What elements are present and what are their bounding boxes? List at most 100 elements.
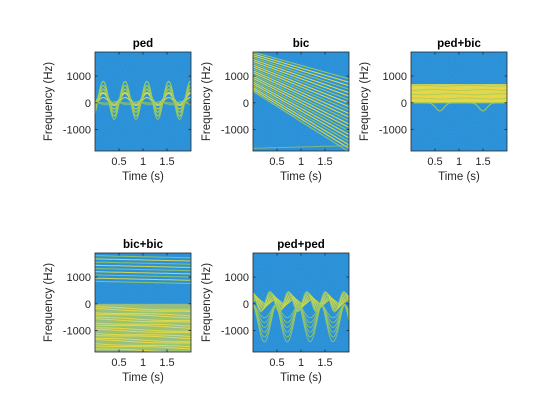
signal-trace (253, 75, 349, 125)
signal-trace (411, 84, 507, 87)
spectrogram-image (411, 52, 507, 151)
signal-trace (95, 307, 191, 313)
panel-ped: 0.5 1 1.5 1000 0 -1000 ped Time (s) Frequency (H… (43, 38, 192, 183)
y-tick-label: 0 (401, 98, 407, 110)
signal-trace (253, 64, 349, 104)
x-axis-label: Time (s) (122, 372, 164, 384)
signal-trace (95, 280, 191, 284)
signal-trace (253, 83, 349, 139)
y-tick-label: 1000 (383, 71, 407, 83)
signal-trace (95, 316, 191, 322)
signal-trace (253, 89, 349, 149)
signal-trace (95, 327, 191, 332)
signal-trace (95, 320, 191, 325)
signal-trace (95, 328, 191, 333)
signal-trace (95, 258, 191, 262)
panel-title: ped+bic (437, 38, 481, 50)
spectrogram-image (95, 52, 191, 151)
y-tick-label: -1000 (221, 326, 249, 338)
x-tick-label: 0.5 (111, 156, 126, 168)
signal-trace (95, 322, 191, 327)
signal-trace (95, 268, 191, 272)
signal-trace (95, 345, 191, 350)
x-tick-label: 0.5 (111, 357, 126, 369)
signal-trace (95, 343, 191, 348)
signal-trace (95, 335, 191, 340)
spectrogram-image (253, 253, 349, 352)
signal-trace (253, 290, 349, 313)
spectrogram-image (95, 253, 191, 352)
y-axis-label: Frequency (Hz) (201, 62, 213, 141)
panel-ped-plus-bic: 0.5 1 1.5 1000 0 -1000 ped+bic Time (s) Frequenc… (359, 38, 508, 183)
signal-trace (95, 347, 191, 352)
y-tick-label: 0 (243, 98, 249, 110)
x-tick-label: 0.5 (269, 357, 284, 369)
panel-ped-plus-ped: 0.5 1 1.5 1000 0 -1000 ped+ped Time (s) Frequenc… (201, 239, 350, 384)
signal-band (411, 84, 507, 103)
x-tick-label: 1.5 (317, 357, 332, 369)
x-tick-label: 1 (298, 156, 304, 168)
signal-trace (95, 304, 191, 310)
signal-trace (95, 306, 191, 311)
signal-trace (95, 274, 191, 278)
y-tick-label: -1000 (221, 125, 249, 137)
signal-trace (95, 324, 191, 329)
y-tick-label: 0 (85, 299, 91, 311)
signal-trace (95, 337, 191, 343)
signal-trace (95, 314, 191, 319)
signal-trace (253, 60, 349, 97)
signal-trace (95, 277, 191, 281)
signal-trace (253, 66, 349, 108)
signal-trace (95, 255, 191, 259)
signal-trace (95, 332, 191, 337)
x-tick-label: 0.5 (269, 156, 284, 168)
panel-title: ped (133, 38, 153, 50)
signal-trace (253, 79, 349, 132)
signal-trace (411, 93, 507, 96)
x-tick-label: 1.5 (317, 156, 332, 168)
signal-trace (253, 58, 349, 94)
signal-trace (253, 81, 349, 135)
x-tick-label: 1 (140, 357, 146, 369)
y-tick-label: -1000 (63, 326, 91, 338)
signal-trace (95, 310, 191, 315)
signal-trace (253, 87, 349, 146)
signal-trace (253, 53, 349, 83)
x-tick-label: 0.5 (427, 156, 442, 168)
y-tick-label: 1000 (67, 71, 91, 83)
x-tick-label: 1 (456, 156, 462, 168)
y-tick-label: 0 (243, 299, 249, 311)
panel-bic: 0.5 1 1.5 1000 0 -1000 bic Time (s) Frequency (H… (201, 38, 350, 183)
y-tick-label: -1000 (63, 125, 91, 137)
signal-trace (95, 339, 191, 344)
y-tick-label: 1000 (225, 71, 249, 83)
signal-trace (253, 85, 349, 142)
y-tick-label: 0 (85, 98, 91, 110)
y-tick-label: -1000 (379, 125, 407, 137)
y-axis-label: Frequency (Hz) (359, 62, 371, 141)
signal-trace (95, 100, 191, 106)
signal-trace (253, 72, 349, 118)
signal-trace (253, 70, 349, 115)
signal-trace (253, 303, 349, 343)
signal-trace (95, 318, 191, 323)
signal-trace (411, 97, 507, 100)
signal-trace (95, 336, 191, 341)
panel-bic-plus-bic: 0.5 1 1.5 1000 0 -1000 bic+bic Time (s) Frequenc… (43, 239, 192, 384)
signal-trace (411, 86, 507, 89)
signal-trace (411, 99, 507, 102)
x-tick-label: 1.5 (475, 156, 490, 168)
signal-trace (411, 89, 507, 91)
y-tick-label: 1000 (225, 272, 249, 284)
x-axis-label: Time (s) (280, 372, 322, 384)
signal-trace (253, 77, 349, 128)
x-axis-label: Time (s) (438, 171, 480, 183)
signal-trace (411, 95, 507, 98)
signal-trace (253, 68, 349, 111)
panel-title: bic (293, 38, 310, 50)
signal-trace (253, 57, 349, 90)
y-axis-label: Frequency (Hz) (43, 62, 55, 141)
panel-title: bic+bic (123, 239, 164, 251)
x-axis-label: Time (s) (280, 171, 322, 183)
